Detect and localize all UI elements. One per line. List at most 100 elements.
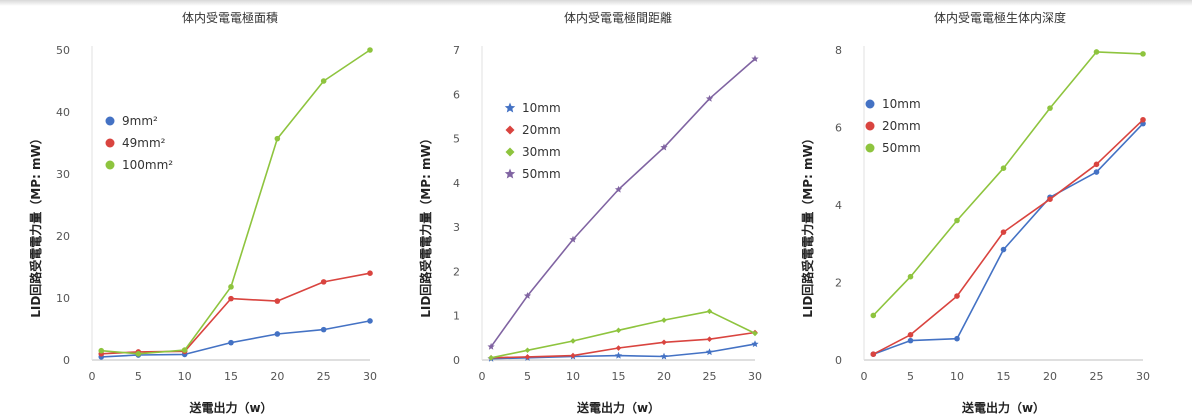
y-tick-label: 10 (56, 292, 70, 305)
data-point (367, 47, 373, 53)
data-point (615, 345, 622, 351)
x-tick-label: 0 (479, 370, 486, 383)
x-axis-label: 送電出力（w） (576, 400, 660, 415)
data-point (706, 308, 713, 315)
series-line (872, 51, 1144, 316)
legend-label: 30mm (522, 145, 561, 159)
legend-label: 20mm (522, 123, 561, 137)
series-line (101, 49, 371, 355)
data-point (274, 135, 281, 142)
data-point (907, 337, 914, 344)
x-tick-label: 0 (861, 370, 868, 383)
series-3 (488, 308, 758, 361)
data-point (367, 270, 373, 277)
y-axis-label: LID回路受電電力量（MP: mW） (418, 132, 433, 318)
data-point (1000, 165, 1007, 171)
legend-marker (504, 168, 516, 179)
x-tick-label: 15 (224, 370, 238, 383)
data-point (1140, 51, 1146, 57)
y-tick-label: 30 (56, 168, 70, 181)
legend-marker (504, 102, 516, 113)
data-point (487, 342, 495, 350)
legend-label: 50mm (882, 141, 921, 155)
data-point (569, 235, 577, 243)
x-tick-label: 10 (566, 370, 580, 383)
y-axis-label: LID回路受電電力量（MP: mW） (800, 132, 815, 318)
data-point (367, 318, 373, 324)
chart-panel-1: 体内受電電極面積 0 5 10 15 20 25 30 0 10 20 30 40 50 送電出力（w） LI… (28, 10, 377, 415)
series-2 (98, 270, 373, 357)
legend-label: 100mm² (122, 158, 173, 172)
data-point (706, 336, 713, 342)
y-tick-label: 5 (453, 133, 460, 146)
x-tick-label: 5 (524, 370, 531, 383)
legend-marker (865, 99, 875, 109)
data-point (954, 335, 960, 342)
legend-label: 20mm (882, 119, 921, 133)
y-tick-label: 0 (453, 354, 460, 367)
window-top-edge (0, 0, 1192, 6)
legend-marker (865, 143, 875, 153)
data-point (661, 317, 667, 323)
y-tick-label: 4 (835, 199, 842, 212)
x-tick-label: 5 (135, 370, 142, 383)
y-tick-label: 3 (453, 221, 460, 234)
y-tick-label: 50 (56, 44, 70, 57)
data-point (320, 326, 327, 333)
series-3 (98, 47, 373, 357)
data-point (523, 291, 532, 299)
data-point (660, 352, 668, 360)
y-tick-label: 20 (56, 230, 70, 243)
data-point (751, 340, 759, 348)
data-point (907, 273, 914, 280)
series-4 (487, 55, 759, 350)
data-point (954, 293, 960, 299)
x-tick-label: 25 (317, 370, 331, 383)
data-point (1000, 246, 1007, 253)
data-point (954, 217, 960, 224)
data-point (488, 354, 494, 361)
data-point (615, 327, 622, 334)
legend-marker (105, 116, 115, 126)
legend-label: 9mm² (122, 114, 158, 128)
y-tick-label: 0 (835, 354, 842, 367)
data-point (98, 347, 105, 354)
data-point (870, 312, 877, 319)
series-2 (870, 116, 1146, 357)
y-tick-label: 0 (63, 354, 70, 367)
x-tick-label: 0 (89, 370, 96, 383)
data-point (1140, 116, 1146, 123)
y-tick-label: 6 (453, 88, 460, 101)
legend-marker (505, 147, 515, 157)
y-tick-label: 6 (835, 122, 842, 135)
legend-label: 10mm (522, 101, 561, 115)
x-tick-label: 15 (612, 370, 626, 383)
y-tick-label: 7 (453, 44, 460, 57)
chart-panel-2: 体内受電電極間距離 0 5 10 15 20 25 30 0 1 2 3 4 5 6 7 送電出力（w） LID回… (418, 10, 762, 415)
data-point (228, 295, 234, 302)
x-tick-label: 20 (270, 370, 284, 383)
x-tick-label: 10 (950, 370, 964, 383)
data-point (570, 338, 576, 344)
data-point (1093, 161, 1100, 168)
data-point (228, 284, 234, 290)
data-point (274, 298, 281, 304)
data-point (752, 330, 758, 337)
data-point (228, 339, 234, 346)
x-axis-label: 送電出力（w） (961, 400, 1045, 415)
data-point (1093, 169, 1100, 175)
data-point (870, 351, 877, 357)
data-point (1093, 49, 1100, 55)
x-tick-label: 25 (1090, 370, 1104, 383)
chart-panel-3: 体内受電電極生体内深度 0 5 10 15 20 25 30 0 2 4 6 8 送電出力（w） LID回路… (800, 10, 1150, 415)
y-tick-label: 8 (835, 44, 842, 57)
data-point (705, 94, 714, 102)
data-point (661, 339, 667, 346)
y-tick-label: 1 (453, 310, 460, 323)
legend-label: 50mm (522, 167, 561, 181)
data-point (1047, 196, 1053, 202)
x-tick-label: 5 (907, 370, 914, 383)
data-point (570, 352, 576, 359)
y-tick-label: 4 (453, 177, 460, 190)
